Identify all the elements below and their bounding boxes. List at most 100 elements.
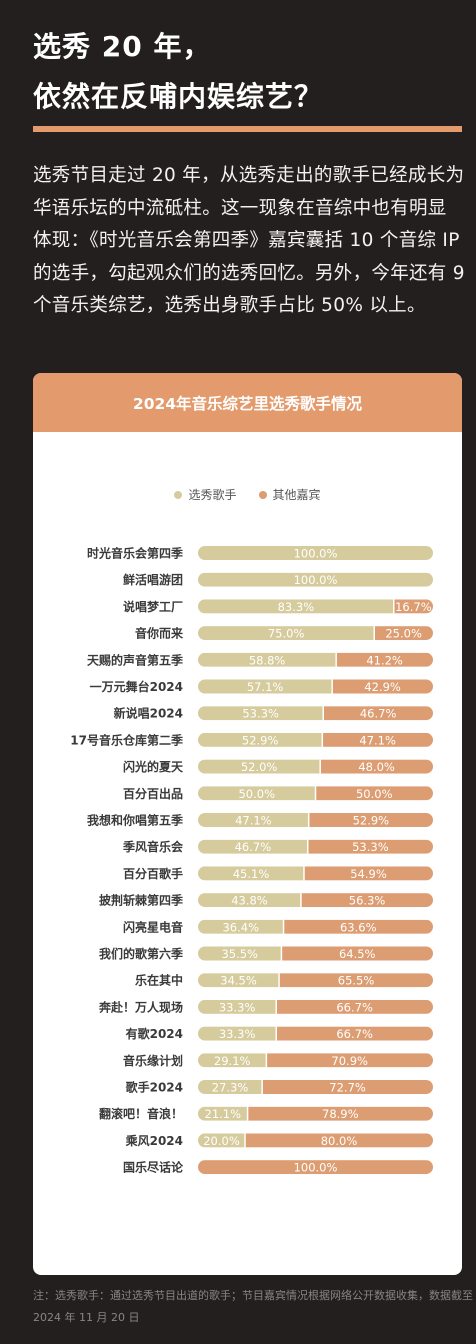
bar-segment-series-a (198, 1026, 277, 1041)
headline-line-2: 依然在反哺内娱综艺？ (33, 80, 324, 113)
bar-segment-series-b (332, 679, 433, 694)
bar-segment-series-b (315, 786, 433, 801)
bar-segment-series-b (336, 652, 433, 667)
bar-segment-series-a (198, 839, 308, 854)
category-label: 音乐缘计划 (123, 1053, 183, 1068)
bar-segment-series-b (276, 1026, 433, 1041)
data-label-series-a: 57.1% (247, 680, 284, 694)
legend-swatch-series-a (174, 490, 183, 499)
legend-label-series-a: 选秀歌手 (188, 488, 237, 502)
bar-segment-series-a (198, 919, 284, 934)
bar-segment-series-b (308, 813, 433, 827)
bar-segment-series-b (283, 919, 433, 934)
category-label: 闪光的夏天 (123, 759, 184, 774)
data-label-series-a: 52.9% (242, 733, 279, 747)
data-label-series-a: 46.7% (235, 840, 272, 854)
bar-segment-series-a (198, 786, 316, 801)
data-label-series-a: 20.0% (203, 1134, 240, 1148)
bar-segment-series-a (198, 652, 337, 667)
category-label: 闪亮星电音 (123, 919, 183, 934)
data-label-series-b: 66.7% (336, 1027, 373, 1041)
footnote: 注：选秀歌手：通过选秀节目出道的歌手；节目嘉宾情况根据网络公开数据收集，数据截至… (33, 1289, 473, 1324)
data-label-series-a: 33.3% (219, 1027, 256, 1041)
chart-card: 2024年音乐综艺里选秀歌手情况 选秀歌手 其他嘉宾 时光音乐会第四季 100.0… (33, 373, 462, 1275)
bar-segment-series-b (307, 839, 433, 854)
category-label: 一万元舞台2024 (90, 679, 183, 694)
bar-segment-series-a (198, 999, 277, 1014)
data-label-series-a: 27.3% (212, 1081, 249, 1095)
data-label-series-a: 52.0% (241, 760, 278, 774)
bar-segment-series-a (198, 572, 433, 587)
legend-item-series-a: 选秀歌手 (174, 486, 237, 503)
data-label-series-a: 53.3% (242, 707, 279, 721)
data-label-series-b: 52.9% (353, 814, 390, 828)
data-label-series-a: 45.1% (233, 867, 270, 881)
category-label: 说唱梦工厂 (123, 599, 183, 614)
data-label-series-a: 35.5% (221, 947, 258, 961)
category-label: 国乐尽话论 (123, 1160, 184, 1175)
category-label: 乘风2024 (125, 1133, 183, 1148)
category-label: 百分百歌手 (123, 866, 183, 881)
data-label-series-b: 66.7% (336, 1000, 373, 1014)
data-label-series-a: 75.0% (268, 627, 305, 641)
bar-segment-series-a (198, 973, 280, 988)
data-label-series-a: 34.5% (220, 974, 257, 988)
bar-segment-series-b (279, 973, 433, 988)
headline: 选秀 20 年， 依然在反哺内娱综艺？ (33, 22, 453, 122)
chart-title: 2024年音乐综艺里选秀歌手情况 (33, 373, 462, 432)
data-label-series-a: 33.3% (219, 1000, 256, 1014)
category-label: 歌手2024 (126, 1080, 183, 1095)
data-label-series-b: 65.5% (338, 974, 375, 988)
data-label-series-b: 78.9% (322, 1107, 359, 1121)
data-label-series-a: 47.1% (235, 814, 272, 828)
data-label-series-b: 48.0% (358, 760, 395, 774)
data-label-series-b: 41.2% (366, 653, 403, 667)
category-label: 鲜活唱游团 (123, 572, 183, 587)
category-label: 乐在其中 (135, 973, 183, 988)
data-label-series-b: 54.9% (350, 867, 387, 881)
stacked-bar-chart: 时光音乐会第四季 100.0% 鲜活唱游团 100.0% 说唱梦工厂 83.3% 16.7%… (70, 546, 433, 1175)
data-label-series-b: 63.6% (340, 920, 377, 934)
category-label: 天赐的声音第五季 (87, 652, 184, 667)
bar-segment-series-b (374, 626, 433, 641)
data-label-series-b: 50.0% (356, 787, 393, 801)
category-label: 音你而来 (135, 626, 184, 641)
bar-segment-series-b (322, 732, 433, 747)
bar-segment-series-a (198, 866, 304, 881)
data-label-series-b: 56.3% (349, 894, 386, 908)
data-label-series-a: 36.4% (222, 920, 259, 934)
data-label-series-b: 47.1% (359, 733, 396, 747)
chart-legend: 选秀歌手 其他嘉宾 (33, 486, 462, 503)
data-label-series-a: 83.3% (278, 600, 315, 614)
data-label-series-a: 21.1% (205, 1107, 242, 1121)
bar-segment-series-b (281, 946, 433, 961)
bar-segment-series-b (300, 893, 433, 908)
bar-segment-series-b (393, 599, 433, 614)
accent-divider (33, 126, 462, 132)
bar-segment-series-a (198, 599, 394, 614)
data-label-series-a: 50.0% (238, 787, 275, 801)
bar-segment-series-a (198, 1133, 245, 1148)
data-label-series-b: 25.0% (385, 627, 422, 641)
bar-segment-series-b (303, 866, 433, 881)
data-label-series-b: 100.0% (294, 1161, 338, 1175)
bar-segment-series-a (198, 893, 301, 908)
bar-segment-series-b (266, 1053, 433, 1068)
bar-segment-series-b (323, 706, 433, 721)
bar-segment-series-a (198, 759, 321, 774)
bar-segment-series-a (198, 706, 324, 721)
category-label: 时光音乐会第四季 (87, 546, 184, 561)
data-label-series-b: 80.0% (321, 1134, 358, 1148)
data-label-series-b: 64.5% (339, 947, 376, 961)
data-label-series-b: 46.7% (360, 707, 397, 721)
bar-segment-series-a (198, 813, 309, 827)
intro-paragraph: 选秀节目走过 20 年，从选秀走出的歌手已经成长为华语乐坛的中流砥柱。这一现象在… (33, 165, 465, 316)
category-label: 百分百出品 (123, 786, 183, 801)
bar-segment-series-a (198, 546, 433, 560)
bar-segment-series-a (198, 679, 333, 694)
legend-label-series-b: 其他嘉宾 (272, 488, 321, 502)
category-label: 季风音乐会 (122, 839, 184, 854)
category-label: 翻滚吧！音浪！ (99, 1106, 183, 1121)
category-label: 我们的歌第六季 (99, 946, 184, 961)
headline-line-1: 选秀 20 年， (33, 30, 212, 63)
